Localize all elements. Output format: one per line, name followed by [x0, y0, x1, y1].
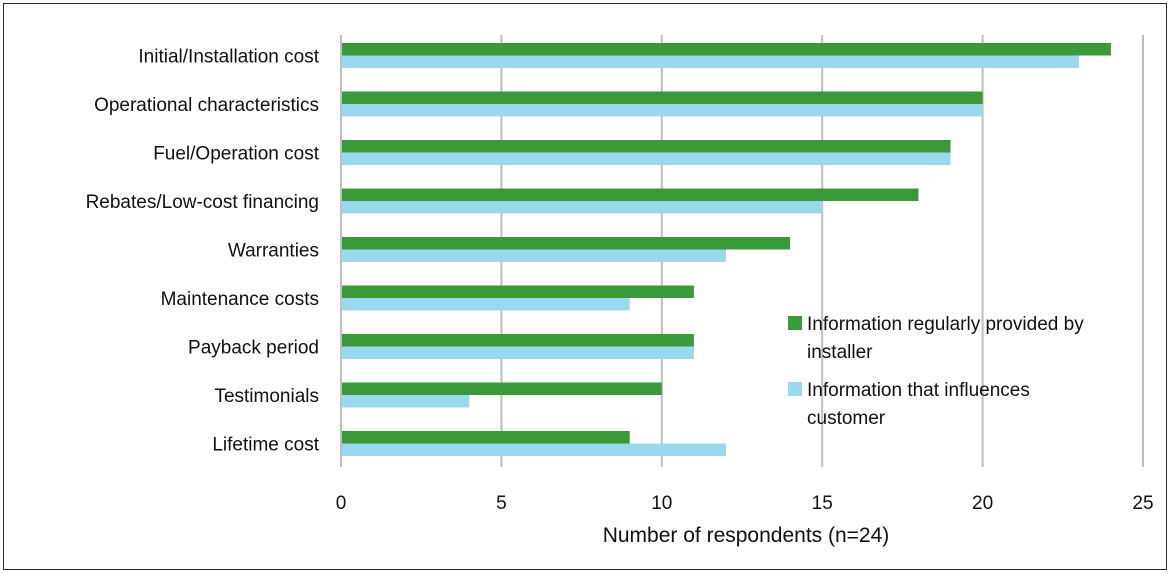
bar-customer-influence: [341, 443, 726, 456]
category-label: Rebates/Low-cost financing: [86, 192, 319, 213]
bar-chart: Initial/Installation cost Operational cha…: [86, 35, 1154, 547]
bar-customer-influence: [341, 201, 823, 214]
legend-label: Information regularly provided by: [807, 314, 1084, 335]
bar-customer-influence: [341, 55, 1079, 68]
bars: [341, 43, 1111, 456]
bar-installer-provided: [341, 382, 662, 395]
bar-installer-provided: [341, 43, 1111, 56]
legend-swatch-installer-provided: [788, 316, 802, 330]
category-label: Maintenance costs: [161, 289, 319, 310]
chart-frame: Initial/Installation cost Operational cha…: [3, 3, 1167, 570]
x-tick-label: 0: [336, 493, 347, 514]
bar-installer-provided: [341, 431, 630, 444]
bar-customer-influence: [341, 395, 470, 408]
bar-customer-influence: [341, 152, 951, 165]
category-label: Payback period: [188, 338, 319, 359]
bar-customer-influence: [341, 346, 694, 359]
category-label: Operational characteristics: [94, 95, 319, 116]
category-label: Fuel/Operation cost: [153, 144, 320, 165]
bar-installer-provided: [341, 334, 694, 347]
x-tick-label: 10: [651, 493, 672, 514]
bar-installer-provided: [341, 91, 983, 104]
category-label: Testimonials: [214, 386, 319, 407]
bar-installer-provided: [341, 237, 791, 250]
bar-customer-influence: [341, 249, 726, 262]
x-tick-label: 15: [812, 493, 833, 514]
bar-installer-provided: [341, 285, 694, 298]
category-label: Initial/Installation cost: [138, 47, 319, 68]
legend-label: customer: [807, 408, 886, 429]
bar-installer-provided: [341, 140, 951, 153]
bar-installer-provided: [341, 188, 919, 201]
legend-swatch-customer-influence: [788, 382, 802, 396]
legend-label: Information that influences: [807, 380, 1030, 401]
category-label: Warranties: [228, 241, 319, 262]
bar-customer-influence: [341, 104, 983, 117]
x-tick-labels: 0 5 10 15 20 25: [336, 493, 1154, 514]
x-tick-label: 5: [496, 493, 507, 514]
x-tick-label: 25: [1132, 493, 1153, 514]
category-label: Lifetime cost: [212, 435, 319, 456]
x-axis-title: Number of respondents (n=24): [603, 524, 890, 547]
legend: Information regularly provided by install…: [788, 314, 1084, 429]
x-tick-label: 20: [972, 493, 993, 514]
bar-customer-influence: [341, 298, 630, 311]
category-labels: Initial/Installation cost Operational cha…: [86, 47, 320, 456]
legend-label: installer: [807, 342, 873, 363]
